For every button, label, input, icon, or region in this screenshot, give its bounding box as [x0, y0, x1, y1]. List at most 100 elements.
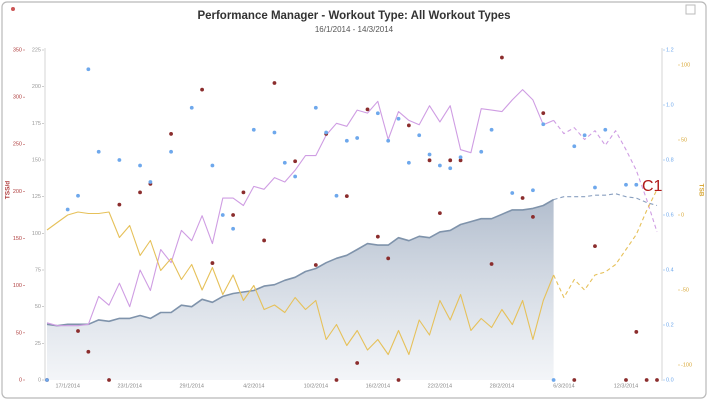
dot: [396, 378, 401, 382]
dot: [427, 158, 432, 163]
dot: [293, 174, 298, 179]
dot: [603, 127, 608, 132]
dot: [169, 132, 173, 136]
line: [553, 193, 658, 207]
x-tick-label: 28/2/2014: [490, 383, 514, 389]
dot: [76, 193, 80, 198]
y-tick-label: 200: [32, 84, 41, 90]
dot: [437, 163, 442, 168]
annotation: C1: [642, 178, 663, 195]
dot: [117, 202, 122, 207]
dot: [365, 107, 370, 112]
dot: [220, 213, 225, 217]
dot: [624, 378, 628, 382]
dot: [200, 87, 204, 92]
dot: [386, 256, 391, 261]
dot: [572, 144, 577, 149]
expand-icon-box[interactable]: [685, 4, 696, 15]
dot: [138, 190, 142, 195]
dot: [251, 127, 256, 132]
dot: [500, 55, 504, 60]
dot: [551, 378, 556, 382]
dot: [427, 152, 432, 157]
dot: [406, 123, 411, 128]
dot: [582, 133, 587, 138]
y3-tick-label: 150: [13, 236, 22, 242]
y3-tick-label: 50: [16, 330, 22, 336]
x-tick-label: 29/1/2014: [180, 383, 204, 389]
dot: [510, 191, 515, 195]
x-tick-label: 17/1/2014: [55, 383, 79, 389]
dot: [375, 234, 380, 239]
dot: [293, 159, 298, 164]
chart-subtitle: 16/1/2014 - 14/3/2014: [315, 25, 394, 34]
y-tick-label: 100: [32, 231, 41, 237]
dot: [458, 155, 463, 160]
dot: [96, 149, 101, 154]
dot: [334, 378, 339, 382]
y-tick-label: 175: [32, 121, 41, 127]
y2-tick-label: 100: [681, 62, 690, 68]
dot: [531, 214, 535, 219]
dot: [241, 190, 246, 195]
y-tick-label: 25: [35, 341, 41, 347]
x-tick-label: 16/2/2014: [366, 383, 390, 389]
dot: [272, 81, 277, 85]
y3-tick-label: 200: [13, 189, 22, 195]
dot: [86, 67, 91, 72]
y2-tick-label: -50: [681, 287, 689, 293]
dot: [355, 136, 360, 140]
x-tick-label: 12/3/2014: [614, 383, 638, 389]
line: [46, 198, 554, 327]
y2-tick-label: 0: [681, 212, 684, 218]
dot: [189, 105, 194, 110]
dot: [344, 138, 349, 143]
y-tick-label: 50: [35, 304, 41, 310]
line: [553, 120, 658, 233]
y4-tick-label: 0.6: [666, 212, 674, 218]
dot: [375, 111, 380, 116]
y4-tick-label: 0.0: [666, 377, 674, 383]
chart-title: Performance Manager - Workout Type: All …: [197, 10, 510, 22]
y-tick-label: 225: [32, 47, 41, 53]
dot: [479, 149, 484, 154]
dot: [655, 378, 659, 382]
y3-tick-label: 350: [13, 47, 22, 53]
y3-axis-title: TSS/d: [5, 181, 12, 199]
x-tick-label: 4/2/2014: [243, 383, 264, 389]
dot: [624, 182, 628, 187]
dot: [437, 211, 442, 216]
y4-tick-label: 0.2: [666, 322, 674, 328]
y2-tick-label: -100: [681, 362, 692, 368]
dot: [344, 194, 349, 199]
x-tick-label: 22/2/2014: [428, 383, 452, 389]
dot: [313, 105, 318, 110]
y3-tick-label: 100: [13, 283, 22, 289]
corner-dot: [11, 7, 15, 11]
line: [46, 89, 554, 327]
dot: [489, 262, 494, 266]
dot: [65, 207, 70, 212]
dot: [324, 130, 329, 135]
dot: [489, 127, 494, 132]
dot: [406, 160, 411, 165]
y3-tick-label: 250: [13, 142, 22, 148]
area: [47, 199, 554, 380]
line: [46, 211, 555, 356]
dot: [117, 158, 122, 162]
dot: [231, 226, 236, 231]
line: [553, 189, 658, 299]
dot: [76, 329, 80, 333]
dot: [593, 185, 597, 190]
dot: [210, 261, 215, 265]
y3-tick-label: 0: [19, 377, 22, 383]
expand-icon[interactable]: [685, 4, 696, 15]
dot: [520, 196, 525, 200]
y4-tick-label: 1.2: [666, 47, 674, 53]
dot: [282, 160, 287, 165]
dot: [417, 133, 422, 138]
dot: [262, 238, 267, 243]
y4-tick-label: 1.0: [666, 102, 674, 108]
dot: [272, 130, 277, 135]
